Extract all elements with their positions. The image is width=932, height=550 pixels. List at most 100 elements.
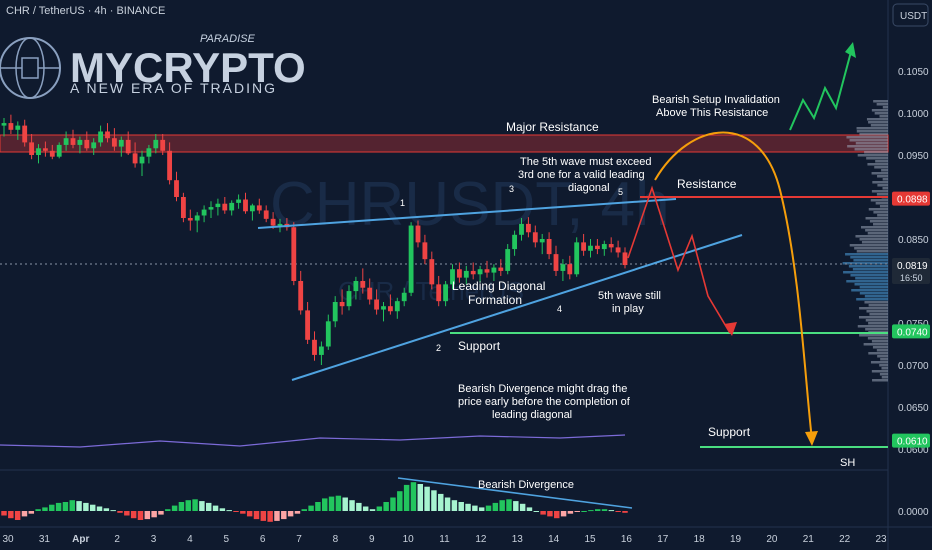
oscillator-bar [171,505,178,511]
candle-body [29,142,35,155]
fifth-wave-label-2: 3rd one for a valid leading [518,169,645,181]
candle-body [36,148,41,155]
candle-body [291,227,297,281]
candle-body [381,306,386,310]
volume-profile-bar [877,355,888,358]
time-tick: 30 [2,534,14,545]
volume-profile-bar [859,238,888,241]
oscillator-bar [322,498,328,511]
oscillator-histogram [1,482,628,522]
brand-slogan: A NEW ERA OF TRADING [70,80,277,96]
volume-profile-bar [868,121,888,124]
candle-body [546,239,552,255]
volume-profile-bar [849,139,888,142]
oscillator-bar [178,502,185,511]
candle-body [325,321,331,347]
candle-body [91,142,97,149]
oscillator-bar [192,499,198,511]
support-label: Support [458,339,501,353]
bearish-divergence-label: Bearish Divergence [478,479,574,491]
candle-body [15,125,21,130]
candle-body [429,259,435,285]
oscillator-bar [83,502,89,511]
volume-profile-bar [868,304,888,307]
oscillator-bar [547,511,553,517]
oscillator-bar [165,509,171,511]
time-tick: 15 [584,534,596,545]
candle-body [367,287,373,300]
time-tick: 14 [548,534,560,545]
candle-body [346,291,352,307]
volume-profile-bar [871,172,888,175]
candle-body [505,249,511,271]
time-tick: 18 [694,534,706,545]
candle-body [567,264,573,275]
volume-profile-bar [859,292,888,295]
price-tick: 0.0850 [898,235,929,246]
time-axis[interactable]: 30 31 Apr 2 3 4 5 6 7 8 9 10 11 12 13 14 15 16 17 18 19 20 21 2… [2,534,887,545]
oscillator-bar [185,500,191,511]
time-tick: 9 [369,534,375,545]
candle-body [70,138,76,145]
wave-3-label: 3 [509,184,514,194]
time-tick: 21 [803,534,815,545]
oscillator-bar [1,511,7,516]
candle-body [215,203,221,208]
candle-body [174,180,179,197]
oscillator-bar [615,511,621,512]
price-tick: 0.1050 [898,67,929,78]
candle-body [270,218,276,226]
volume-profile-bar [863,343,888,346]
oscillator-bar [233,511,239,512]
candle-body [125,139,131,154]
leading-diagonal-label-2: Formation [468,293,522,307]
candle-body [105,131,110,139]
oscillator-bar [55,502,62,511]
candle-body [49,150,55,157]
oscillator-bar [356,502,362,511]
candle-body [622,252,628,266]
indicator-line [0,434,626,448]
oscillator-tick: 0.0000 [898,507,929,518]
oscillator-bar [274,511,280,521]
oscillator-bar [219,508,226,511]
oscillator-bar [410,482,417,511]
oscillator-bar [246,511,253,517]
volume-profile-bar [881,169,888,172]
volume-profile-bar [879,205,888,208]
volume-profile-bar [850,256,888,259]
volume-profile-bar [859,133,888,136]
volume-profile-bar [882,106,888,109]
volume-profile-bar [868,208,888,211]
oscillator-bar [42,507,48,511]
volume-profile-bar [882,178,888,181]
volume-profile-bar [846,136,888,139]
time-tick: 7 [296,534,302,545]
volume-profile-bar [859,334,888,337]
volume-profile-bar [869,313,888,316]
candle-body [146,148,152,157]
candle-body [208,207,214,210]
candle-body [422,242,428,260]
candle-body [243,199,248,212]
time-tick: 5 [223,534,229,545]
volume-profile-bar [868,352,888,355]
volume-profile-bar [871,190,888,193]
candle-body [374,299,380,310]
time-tick: 8 [333,534,339,545]
volume-profile-bar [879,364,888,367]
candle-body [450,269,455,285]
time-tick: 16 [621,534,633,545]
volume-profile-bar [847,145,888,148]
oscillator-bar [451,500,458,511]
oscillator-bar [14,511,21,520]
oscillator-bar [328,496,335,511]
currency-button[interactable] [892,3,929,27]
volume-profile-bar [867,232,888,235]
candle-body [353,281,359,292]
volume-profile-bar [853,259,888,262]
volume-profile-bar [871,109,888,112]
